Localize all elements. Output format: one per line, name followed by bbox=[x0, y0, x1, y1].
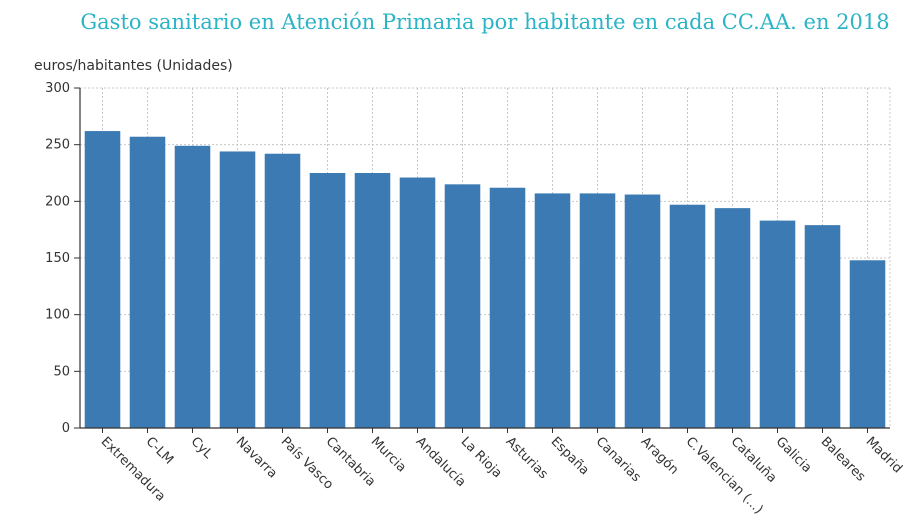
bars bbox=[84, 131, 886, 429]
x-tick-label: Baleares bbox=[818, 434, 869, 485]
bar bbox=[174, 145, 211, 429]
axes bbox=[74, 87, 890, 433]
bar bbox=[714, 208, 751, 428]
bar bbox=[804, 225, 841, 428]
bar bbox=[534, 193, 571, 428]
bar bbox=[849, 260, 886, 428]
x-tick-label: Galicia bbox=[773, 434, 815, 476]
y-tick-label: 150 bbox=[45, 251, 70, 266]
bar bbox=[759, 220, 796, 428]
y-tick-label: 200 bbox=[45, 194, 70, 209]
bar bbox=[354, 173, 391, 428]
x-tick-label: CyL bbox=[188, 434, 216, 462]
bar bbox=[309, 173, 346, 428]
y-tick-label: 0 bbox=[62, 421, 70, 436]
y-tick-label: 100 bbox=[45, 308, 70, 323]
x-tick-label: España bbox=[548, 434, 592, 478]
bar bbox=[489, 187, 526, 428]
x-tick-label: Navarra bbox=[233, 434, 280, 481]
y-axis-label: euros/habitantes (Unidades) bbox=[34, 58, 233, 74]
bar bbox=[624, 194, 661, 428]
bar bbox=[129, 136, 166, 428]
bar bbox=[264, 153, 301, 428]
bar bbox=[579, 193, 616, 428]
x-tick-label: C-LM bbox=[143, 434, 176, 467]
bar bbox=[219, 151, 256, 428]
y-tick-label: 300 bbox=[45, 81, 70, 96]
bar bbox=[444, 184, 481, 428]
bar bbox=[669, 204, 706, 428]
x-tick-label: Murcia bbox=[368, 434, 409, 475]
bar bbox=[399, 177, 436, 428]
x-tick-label: Canarias bbox=[593, 434, 644, 485]
x-tick-label: Aragón bbox=[638, 434, 682, 478]
x-tick-label: Madrid bbox=[863, 434, 905, 476]
y-tick-label: 50 bbox=[53, 364, 70, 379]
x-tick-label: C.Valencian (...) bbox=[683, 434, 766, 517]
bar bbox=[84, 131, 121, 429]
chart-title: Gasto sanitario en Atención Primaria por… bbox=[80, 10, 890, 34]
x-tick-label: Asturias bbox=[503, 434, 551, 482]
x-tick-label: La Rioja bbox=[458, 434, 505, 481]
y-tick-label: 250 bbox=[45, 138, 70, 153]
y-tick-labels: 0 50 100 150 200 250 300 bbox=[45, 81, 70, 436]
